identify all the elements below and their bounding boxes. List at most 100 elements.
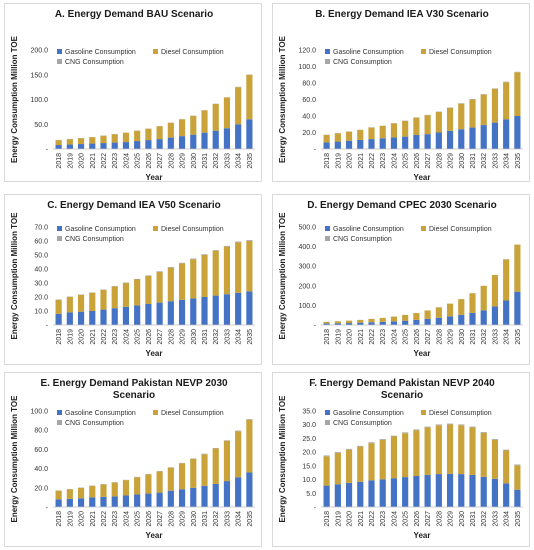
legend-label-cng: CNG Consumption [65, 420, 124, 427]
y-tick-label: 25.0 [302, 436, 316, 443]
bar-diesel-2023 [111, 134, 118, 143]
x-tick-label: 2021 [90, 153, 97, 169]
bar-gasoline-2029 [178, 136, 186, 149]
x-tick-label: 2018 [56, 511, 63, 527]
x-tick-label: 2028 [436, 511, 443, 527]
bar-diesel-2034 [503, 259, 510, 301]
legend-label-gasoline: Gasoline Consumption [65, 226, 136, 233]
bar-gasoline-2033 [491, 478, 499, 507]
y-axis-label: Energy Consumption Million TOE [10, 35, 19, 163]
bar-gasoline-2027 [424, 318, 431, 325]
chart-panel-c: C. Energy Demand IEA V50 Scenario - 10.0 20… [4, 194, 262, 365]
y-tick-label: 40.0 [302, 114, 316, 121]
legend-swatch-cng [325, 59, 330, 64]
bar-diesel-2034 [503, 450, 510, 484]
y-tick-label: 15.0 [302, 463, 316, 470]
chart-title-e-line-2: Scenario [113, 390, 155, 401]
x-tick-label: 2021 [358, 153, 365, 169]
bar-diesel-2021 [357, 130, 364, 140]
bar-diesel-2034 [235, 87, 242, 125]
bar-diesel-2022 [368, 318, 375, 323]
bar-diesel-2035 [514, 72, 521, 116]
bar-diesel-2029 [446, 107, 454, 131]
bar-diesel-2027 [424, 427, 431, 475]
bar-gasoline-2030 [458, 129, 465, 149]
legend-swatch-gasoline [57, 226, 62, 231]
bar-gasoline-2034 [235, 292, 242, 325]
x-tick-label: 2024 [123, 153, 130, 169]
chart-svg-e: E. Energy Demand Pakistan NEVP 2030Scena… [10, 378, 255, 540]
bar-diesel-2031 [469, 99, 476, 128]
bar-gasoline-2035 [514, 291, 521, 325]
x-tick-label: 2020 [79, 329, 86, 345]
bar-cng-2029 [178, 262, 186, 264]
bar-gasoline-2027 [156, 302, 163, 325]
x-tick-label: 2035 [247, 153, 254, 169]
x-tick-label: 2032 [213, 153, 220, 169]
legend-label-cng: CNG Consumption [333, 420, 392, 427]
x-tick-label: 2023 [112, 511, 119, 527]
bar-gasoline-2024 [122, 142, 130, 149]
bar-gasoline-2027 [156, 139, 163, 149]
x-axis-label: Year [146, 531, 163, 540]
bar-gasoline-2035 [246, 472, 253, 507]
x-tick-label: 2022 [101, 511, 108, 527]
bar-diesel-2031 [201, 110, 208, 133]
y-tick-label: 20.0 [34, 485, 48, 492]
bar-gasoline-2020 [345, 140, 353, 149]
bar-gasoline-2035 [246, 119, 253, 149]
bar-diesel-2033 [491, 275, 499, 307]
x-tick-label: 2024 [391, 153, 398, 169]
x-tick-label: 2030 [459, 511, 466, 527]
bar-gasoline-2028 [435, 317, 442, 325]
bar-gasoline-2033 [491, 122, 499, 149]
x-tick-label: 2019 [67, 511, 74, 527]
x-tick-label: 2026 [414, 511, 421, 527]
bar-gasoline-2028 [435, 474, 442, 507]
bar-diesel-2029 [178, 119, 186, 137]
bar-diesel-2022 [100, 135, 107, 144]
chart-panel-b: B. Energy Demand IEA V30 Scenario - 20.0 40… [272, 3, 530, 182]
y-tick-label: 60.0 [302, 97, 316, 104]
bar-cng-2020 [345, 448, 353, 450]
x-tick-label: 2027 [425, 153, 432, 169]
bar-gasoline-2029 [446, 316, 454, 325]
bar-gasoline-2021 [357, 139, 364, 149]
x-tick-label: 2024 [391, 329, 398, 345]
chart-title-f-line-2: Scenario [381, 390, 423, 401]
bar-cng-2025 [134, 278, 141, 280]
x-tick-label: 2028 [168, 329, 175, 345]
bar-diesel-2027 [424, 310, 431, 319]
x-tick-label: 2018 [56, 153, 63, 169]
x-tick-label: 2022 [369, 329, 376, 345]
bar-gasoline-2021 [89, 143, 96, 149]
x-tick-label: 2030 [191, 329, 198, 345]
x-axis-label: Year [414, 531, 431, 540]
x-tick-label: 2025 [403, 511, 410, 527]
x-tick-label: 2029 [448, 329, 455, 345]
bar-gasoline-2029 [178, 299, 186, 325]
x-tick-label: 2023 [380, 329, 387, 345]
bar-diesel-2031 [201, 454, 208, 486]
x-tick-label: 2030 [459, 153, 466, 169]
bar-diesel-2032 [212, 448, 219, 484]
bar-gasoline-2023 [379, 321, 386, 325]
x-tick-label: 2031 [202, 511, 209, 527]
y-tick-label: 50.0 [34, 253, 48, 260]
bar-gasoline-2028 [167, 490, 174, 507]
bar-gasoline-2032 [212, 483, 219, 507]
x-tick-label: 2031 [470, 329, 477, 345]
bar-diesel-2018 [55, 140, 62, 146]
bar-gasoline-2033 [491, 306, 499, 325]
bar-cng-2035 [246, 240, 253, 241]
bar-diesel-2021 [89, 292, 96, 311]
x-tick-label: 2018 [56, 329, 63, 345]
y-axis-label: Energy Consumption Million TOE [10, 212, 19, 340]
y-tick-label: 20.0 [34, 295, 48, 302]
bar-gasoline-2023 [379, 479, 386, 507]
bar-diesel-2024 [122, 480, 130, 496]
bar-gasoline-2025 [134, 494, 141, 507]
y-tick-label: 100.0 [298, 303, 316, 310]
x-tick-label: 2022 [101, 153, 108, 169]
bar-diesel-2032 [480, 432, 487, 477]
